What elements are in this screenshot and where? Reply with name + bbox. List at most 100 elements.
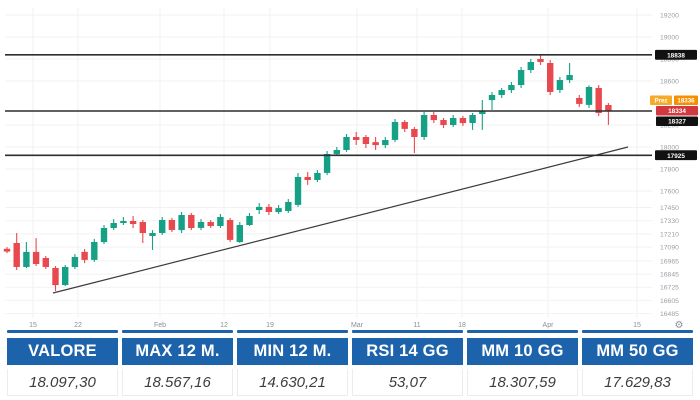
svg-text:Feb: Feb <box>154 322 166 329</box>
candle <box>353 137 360 140</box>
svg-text:19000: 19000 <box>660 34 679 41</box>
candle <box>52 268 59 286</box>
candle <box>362 137 370 144</box>
candle <box>32 251 40 264</box>
candle <box>508 85 515 91</box>
svg-text:17090: 17090 <box>660 245 679 252</box>
candle <box>139 222 146 233</box>
price-level-label: 17925 <box>655 150 697 161</box>
table-header-cell: MM 50 GG <box>582 338 693 365</box>
table-value-cell: 18.097,30 <box>7 369 118 396</box>
candle <box>314 173 321 180</box>
candle <box>517 70 525 85</box>
candle <box>120 221 127 223</box>
candle <box>62 267 69 285</box>
candle <box>420 115 428 137</box>
svg-text:18600: 18600 <box>660 78 679 85</box>
svg-text:Mar: Mar <box>351 322 364 329</box>
table-column: MM 50 GG 17.629,83 <box>582 330 693 396</box>
candle <box>246 216 253 225</box>
candle <box>207 222 214 226</box>
candle <box>479 111 486 114</box>
candle <box>566 75 573 81</box>
svg-text:15: 15 <box>29 322 37 329</box>
candle <box>595 88 602 113</box>
table-top-strip <box>467 330 578 333</box>
candle <box>304 177 311 180</box>
svg-text:17330: 17330 <box>660 218 679 225</box>
table-column: MAX 12 M. 18.567,16 <box>122 330 233 396</box>
table-value-cell: 17.629,83 <box>582 369 693 396</box>
svg-text:19200: 19200 <box>660 12 679 19</box>
svg-text:18800: 18800 <box>660 56 679 63</box>
level-lines <box>5 53 652 157</box>
table-header-cell: RSI 14 GG <box>352 338 463 365</box>
candle <box>547 63 554 92</box>
candle <box>129 221 137 224</box>
candle <box>226 220 234 240</box>
svg-text:18336: 18336 <box>677 98 695 105</box>
candle <box>265 206 273 212</box>
candle <box>585 87 593 105</box>
candle <box>556 80 564 90</box>
candle <box>469 115 476 123</box>
candle <box>294 177 302 205</box>
svg-text:18838: 18838 <box>667 52 685 59</box>
candle <box>217 217 224 226</box>
candle <box>576 98 583 104</box>
current-price-stack: Prez 18336 18334 18327 <box>650 95 698 126</box>
table-column: VALORE 18.097,30 <box>7 330 118 396</box>
prez-tag <box>650 95 672 105</box>
prez-value <box>674 95 698 105</box>
svg-text:15: 15 <box>633 322 641 329</box>
svg-text:18000: 18000 <box>660 144 679 151</box>
candle <box>411 129 418 137</box>
table-value-cell: 14.630,21 <box>237 369 348 396</box>
table-top-strip <box>237 330 348 333</box>
svg-text:17210: 17210 <box>660 231 679 238</box>
candle <box>3 248 11 252</box>
candle <box>275 208 282 213</box>
candle <box>256 206 263 210</box>
level-pill <box>656 116 698 126</box>
candle <box>440 120 447 125</box>
candle <box>91 242 98 260</box>
svg-text:18327: 18327 <box>668 119 686 126</box>
table-top-strip <box>352 330 463 333</box>
chart-canvas[interactable]: 1920019000188001860018200180001780017600… <box>0 0 700 334</box>
table-column: MM 10 GG 18.307,59 <box>467 330 578 396</box>
candle <box>343 137 350 150</box>
svg-text:16845: 16845 <box>660 271 679 278</box>
candle <box>527 62 534 70</box>
svg-text:16605: 16605 <box>660 298 679 305</box>
svg-text:11: 11 <box>413 322 420 329</box>
svg-text:17450: 17450 <box>660 205 679 212</box>
svg-text:12: 12 <box>220 322 228 329</box>
svg-text:16965: 16965 <box>660 258 679 265</box>
candle <box>159 220 166 233</box>
candle <box>605 105 612 111</box>
candle <box>488 95 496 101</box>
last-price-pill <box>656 106 698 116</box>
candle <box>537 59 544 62</box>
candle <box>372 142 379 146</box>
svg-text:17600: 17600 <box>660 188 679 195</box>
svg-text:22: 22 <box>74 322 82 329</box>
trend-line <box>52 146 629 294</box>
summary-table: VALORE 18.097,30 MAX 12 M. 18.567,16 MIN 12 … <box>7 330 693 396</box>
candle <box>382 140 389 146</box>
candle <box>149 233 156 236</box>
candle <box>401 122 408 129</box>
candle <box>285 202 292 211</box>
candle <box>13 243 20 267</box>
candle <box>430 115 437 121</box>
gear-icon[interactable]: ⚙ <box>675 320 684 331</box>
candle <box>178 215 185 231</box>
candle <box>188 215 195 228</box>
svg-text:17925: 17925 <box>667 153 685 160</box>
candles <box>3 55 612 291</box>
svg-text:19: 19 <box>266 322 274 329</box>
svg-text:16485: 16485 <box>660 311 679 318</box>
x-axis-labels: 15 22 Feb 12 19 Mar 11 18 Apr 15 <box>29 322 641 329</box>
